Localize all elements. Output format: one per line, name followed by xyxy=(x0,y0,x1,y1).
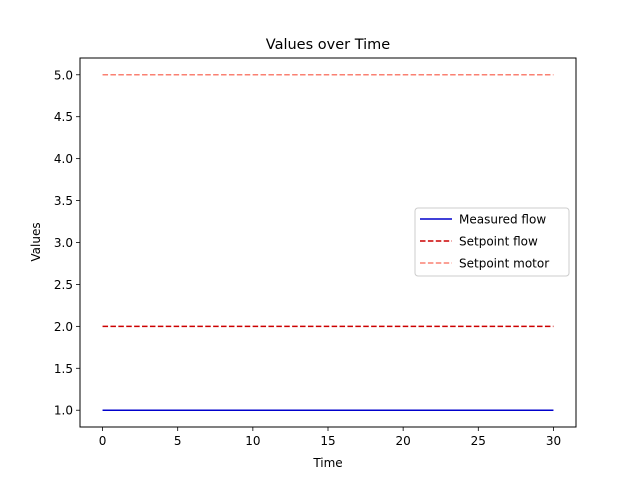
y-tick-label: 4.0 xyxy=(54,152,73,166)
y-axis: 1.0 1.5 2.0 2.5 3.0 3.5 4.0 4.5 5.0 xyxy=(54,68,80,418)
chart-title: Values over Time xyxy=(266,37,390,53)
x-tick-label: 10 xyxy=(245,434,260,448)
x-tick-label: 25 xyxy=(471,434,486,448)
legend-box xyxy=(414,207,570,277)
y-tick-label: 1.0 xyxy=(54,404,73,418)
y-tick-label: 1.5 xyxy=(54,362,73,376)
x-tick-label: 30 xyxy=(546,434,561,448)
y-tick-label: 2.5 xyxy=(54,278,73,292)
y-axis-label: Values xyxy=(29,222,43,261)
x-axis-label: Time xyxy=(312,456,342,470)
legend-label: Setpoint motor xyxy=(459,257,549,271)
y-tick-label: 3.5 xyxy=(54,194,73,208)
y-tick-label: 4.5 xyxy=(54,110,73,124)
x-tick-label: 15 xyxy=(320,434,335,448)
legend-label: Setpoint flow xyxy=(459,235,538,249)
x-axis: 0 5 10 15 20 25 30 xyxy=(99,427,561,448)
legend: Measured flow Setpoint flow Setpoint motor xyxy=(414,207,570,277)
y-tick-label: 3.0 xyxy=(54,236,73,250)
y-tick-label: 2.0 xyxy=(54,320,73,334)
y-tick-label: 5.0 xyxy=(54,68,73,82)
x-tick-label: 0 xyxy=(99,434,107,448)
legend-label: Measured flow xyxy=(459,213,546,227)
series-layer xyxy=(102,74,554,411)
x-tick-label: 20 xyxy=(396,434,411,448)
x-tick-label: 5 xyxy=(174,434,182,448)
